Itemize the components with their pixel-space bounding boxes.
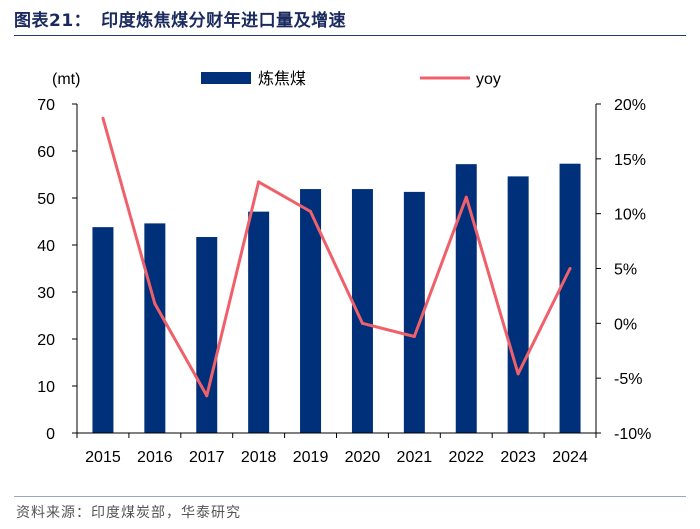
bar-2022 (455, 164, 477, 433)
y2-tick-label: 10% (614, 207, 646, 224)
title-divider (14, 35, 686, 36)
yoy-point-2018 (257, 180, 261, 184)
x-tick-label: 2017 (189, 449, 225, 466)
y-tick-label: 20 (37, 332, 55, 349)
x-tick-label: 2020 (345, 449, 381, 466)
x-tick-label: 2016 (137, 449, 173, 466)
bar-2018 (248, 211, 270, 433)
yoy-point-2024 (568, 267, 572, 270)
figure-title: 图表21： 印度炼焦煤分财年进口量及增速 (14, 6, 346, 31)
x-tick-label: 2023 (500, 449, 536, 466)
y-tick-label: 40 (37, 238, 55, 255)
line-series (101, 116, 572, 398)
bar-2016 (144, 223, 166, 433)
y-axis-label: (mt) (52, 71, 80, 88)
y2-tick-label: -10% (614, 426, 651, 443)
legend-bar-swatch (201, 72, 251, 84)
yoy-point-2022 (464, 195, 468, 199)
figure-label: 图表21： (14, 11, 92, 31)
source-note: 资料来源：印度煤炭部，华泰研究 (16, 505, 241, 521)
bar-2021 (403, 191, 425, 433)
y2-tick-label: 20% (614, 97, 646, 114)
y-tick-label: 70 (37, 97, 55, 114)
yoy-line (101, 117, 572, 398)
bar-2024 (559, 163, 581, 433)
x-tick-label: 2018 (241, 449, 277, 466)
y2-tick-label: 5% (614, 262, 637, 279)
yoy-point-2021 (412, 334, 416, 338)
bar-2019 (300, 189, 322, 433)
x-tick-label: 2022 (448, 449, 484, 466)
yoy-point-2020 (360, 321, 364, 325)
source-divider (14, 496, 686, 497)
y-tick-label: 30 (37, 285, 55, 302)
bar-2015 (92, 227, 114, 433)
y-tick-label: 50 (37, 191, 55, 208)
yoy-point-2015 (101, 116, 105, 120)
x-tick-label: 2019 (293, 449, 329, 466)
bar-2020 (351, 189, 373, 433)
x-tick-label: 2021 (397, 449, 433, 466)
x-tick-label: 2024 (552, 449, 588, 466)
y-tick-label: 0 (46, 426, 55, 443)
bar-series (92, 163, 581, 433)
yoy-point-2023 (516, 372, 520, 376)
y2-tick-label: -5% (614, 371, 642, 388)
legend-bar-label: 炼焦煤 (258, 70, 306, 88)
y2-tick-label: 0% (614, 316, 637, 333)
y-tick-label: 10 (37, 379, 55, 396)
legend: 炼焦煤 yoy (201, 70, 501, 88)
bar-2017 (196, 237, 218, 433)
x-tick-label: 2015 (85, 449, 121, 466)
legend-line-label: yoy (476, 71, 501, 88)
figure-title-text: 印度炼焦煤分财年进口量及增速 (101, 11, 347, 31)
yoy-point-2017 (205, 394, 209, 398)
y2-tick-label: 15% (614, 152, 646, 169)
chart: 0 10 20 30 40 50 60 70 -10% -5% 0% 5% 10% 15% 20% 2015 2… (37, 70, 651, 466)
bar-2023 (507, 176, 529, 433)
yoy-point-2019 (309, 209, 313, 213)
yoy-point-2016 (153, 302, 157, 306)
axes: 0 10 20 30 40 50 60 70 -10% -5% 0% 5% 10% 15% 20% 2015 2… (37, 71, 651, 466)
y-tick-label: 60 (37, 144, 55, 161)
